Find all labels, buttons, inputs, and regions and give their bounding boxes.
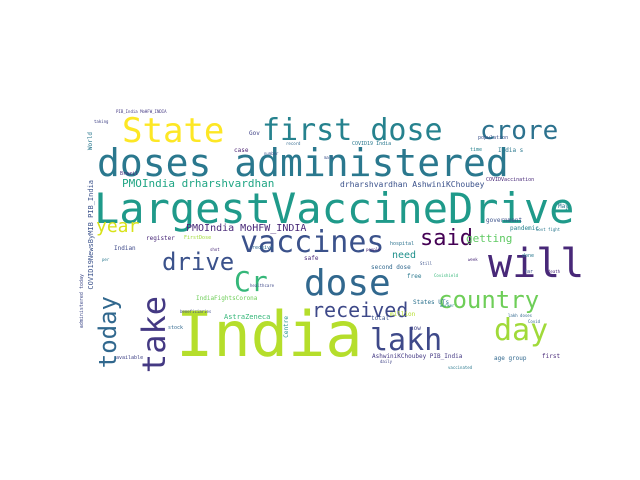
cloud-word: country bbox=[438, 286, 540, 314]
cloud-word: PIB_India MoHFW_INDIA bbox=[116, 109, 167, 114]
cloud-word: worker bbox=[440, 303, 455, 308]
cloud-word: drive bbox=[162, 248, 235, 276]
cloud-word: daily bbox=[380, 359, 393, 364]
cloud-word: getting bbox=[466, 232, 513, 245]
cloud-word: Covishield bbox=[434, 273, 459, 278]
cloud-word: stock bbox=[168, 325, 184, 331]
cloud-word: PMOIndia drharshvardhan bbox=[122, 177, 275, 190]
cloud-word: take bbox=[135, 296, 173, 374]
cloud-word: government bbox=[486, 217, 523, 224]
cloud-word: lakh doses bbox=[508, 313, 533, 318]
cloud-word: million bbox=[390, 311, 416, 318]
cloud-word: healthcare bbox=[250, 283, 275, 288]
cloud-word: free bbox=[407, 273, 422, 280]
cloud-word: need bbox=[392, 250, 417, 261]
cloud-word: record bbox=[286, 141, 301, 146]
cloud-word: Still bbox=[420, 261, 433, 266]
cloud-word: year bbox=[96, 216, 140, 237]
cloud-word: receive bbox=[252, 245, 274, 251]
cloud-word: AstraZeneca bbox=[224, 313, 271, 321]
cloud-word: Brazil bbox=[120, 171, 139, 177]
cloud-word: hospital bbox=[390, 241, 415, 247]
cloud-word: Indian bbox=[114, 245, 136, 252]
cloud-word: first bbox=[542, 353, 561, 360]
cloud-word: day bbox=[494, 313, 549, 348]
cloud-word: drharshvardhan AshwiniKChoubey bbox=[340, 180, 485, 189]
cloud-word: shot bbox=[210, 247, 220, 252]
cloud-word: number bbox=[264, 151, 279, 156]
cloud-word: India bbox=[176, 298, 363, 371]
cloud-word: lakh bbox=[370, 323, 443, 358]
cloud-word: Cr bbox=[234, 265, 268, 298]
cloud-word: mark bbox=[324, 155, 334, 160]
cloud-word: Gov bbox=[249, 130, 260, 137]
cloud-word: said bbox=[420, 226, 473, 251]
cloud-word: population bbox=[478, 135, 509, 141]
cloud-word: far bbox=[524, 269, 534, 275]
cloud-word: case bbox=[234, 147, 249, 154]
cloud-word: will bbox=[488, 241, 585, 287]
cloud-word: Govt fight bbox=[536, 227, 561, 232]
cloud-word: COVID19 India bbox=[352, 141, 392, 147]
cloud-word: States UTs bbox=[413, 299, 450, 306]
cloud-word: doses administered bbox=[97, 141, 509, 185]
cloud-word: COVIDVaccination bbox=[486, 177, 535, 183]
cloud-word: FirstDose bbox=[184, 235, 212, 241]
cloud-word: dose bbox=[304, 263, 391, 304]
cloud-word: COVID19NewsByMIB PIB_India bbox=[87, 180, 95, 290]
cloud-word: per bbox=[102, 257, 110, 262]
cloud-word: received bbox=[312, 298, 409, 322]
cloud-word: Covid bbox=[528, 319, 541, 324]
cloud-word: available bbox=[116, 355, 144, 361]
cloud-word: World bbox=[87, 132, 94, 151]
cloud-word: administered today bbox=[79, 274, 85, 329]
cloud-word: Centre bbox=[283, 316, 290, 338]
cloud-word: second dose bbox=[371, 264, 411, 271]
cloud-word: LargestVaccineDrive bbox=[94, 184, 575, 233]
cloud-word: pandemic bbox=[510, 225, 539, 232]
cloud-word: safe bbox=[304, 255, 319, 262]
cloud-word: done bbox=[522, 253, 535, 259]
cloud-word: crore bbox=[480, 116, 559, 146]
cloud-word: PMOIndia MoHFW_INDIA bbox=[186, 223, 307, 234]
cloud-word: register bbox=[146, 235, 175, 242]
cloud-word: first dose bbox=[262, 113, 443, 148]
cloud-word: people bbox=[366, 247, 381, 252]
cloud-word: India s bbox=[498, 147, 524, 154]
cloud-word: beneficiaries bbox=[180, 309, 212, 314]
cloud-word: May bbox=[558, 203, 569, 210]
cloud-word: IndiaFightsCorona bbox=[196, 295, 258, 302]
cloud-word: time bbox=[470, 147, 483, 153]
cloud-word: total bbox=[371, 315, 390, 322]
cloud-word: vaccines bbox=[240, 225, 385, 260]
cloud-word: vaccinated bbox=[448, 365, 473, 370]
cloud-word: now bbox=[410, 325, 421, 332]
cloud-word: age group bbox=[494, 355, 527, 362]
cloud-word: taking bbox=[94, 119, 109, 124]
cloud-word: State bbox=[122, 111, 225, 151]
cloud-word: death bbox=[548, 269, 561, 274]
cloud-word: week bbox=[468, 257, 478, 262]
cloud-word: AshwiniKChoubey PIB_India bbox=[372, 353, 463, 360]
